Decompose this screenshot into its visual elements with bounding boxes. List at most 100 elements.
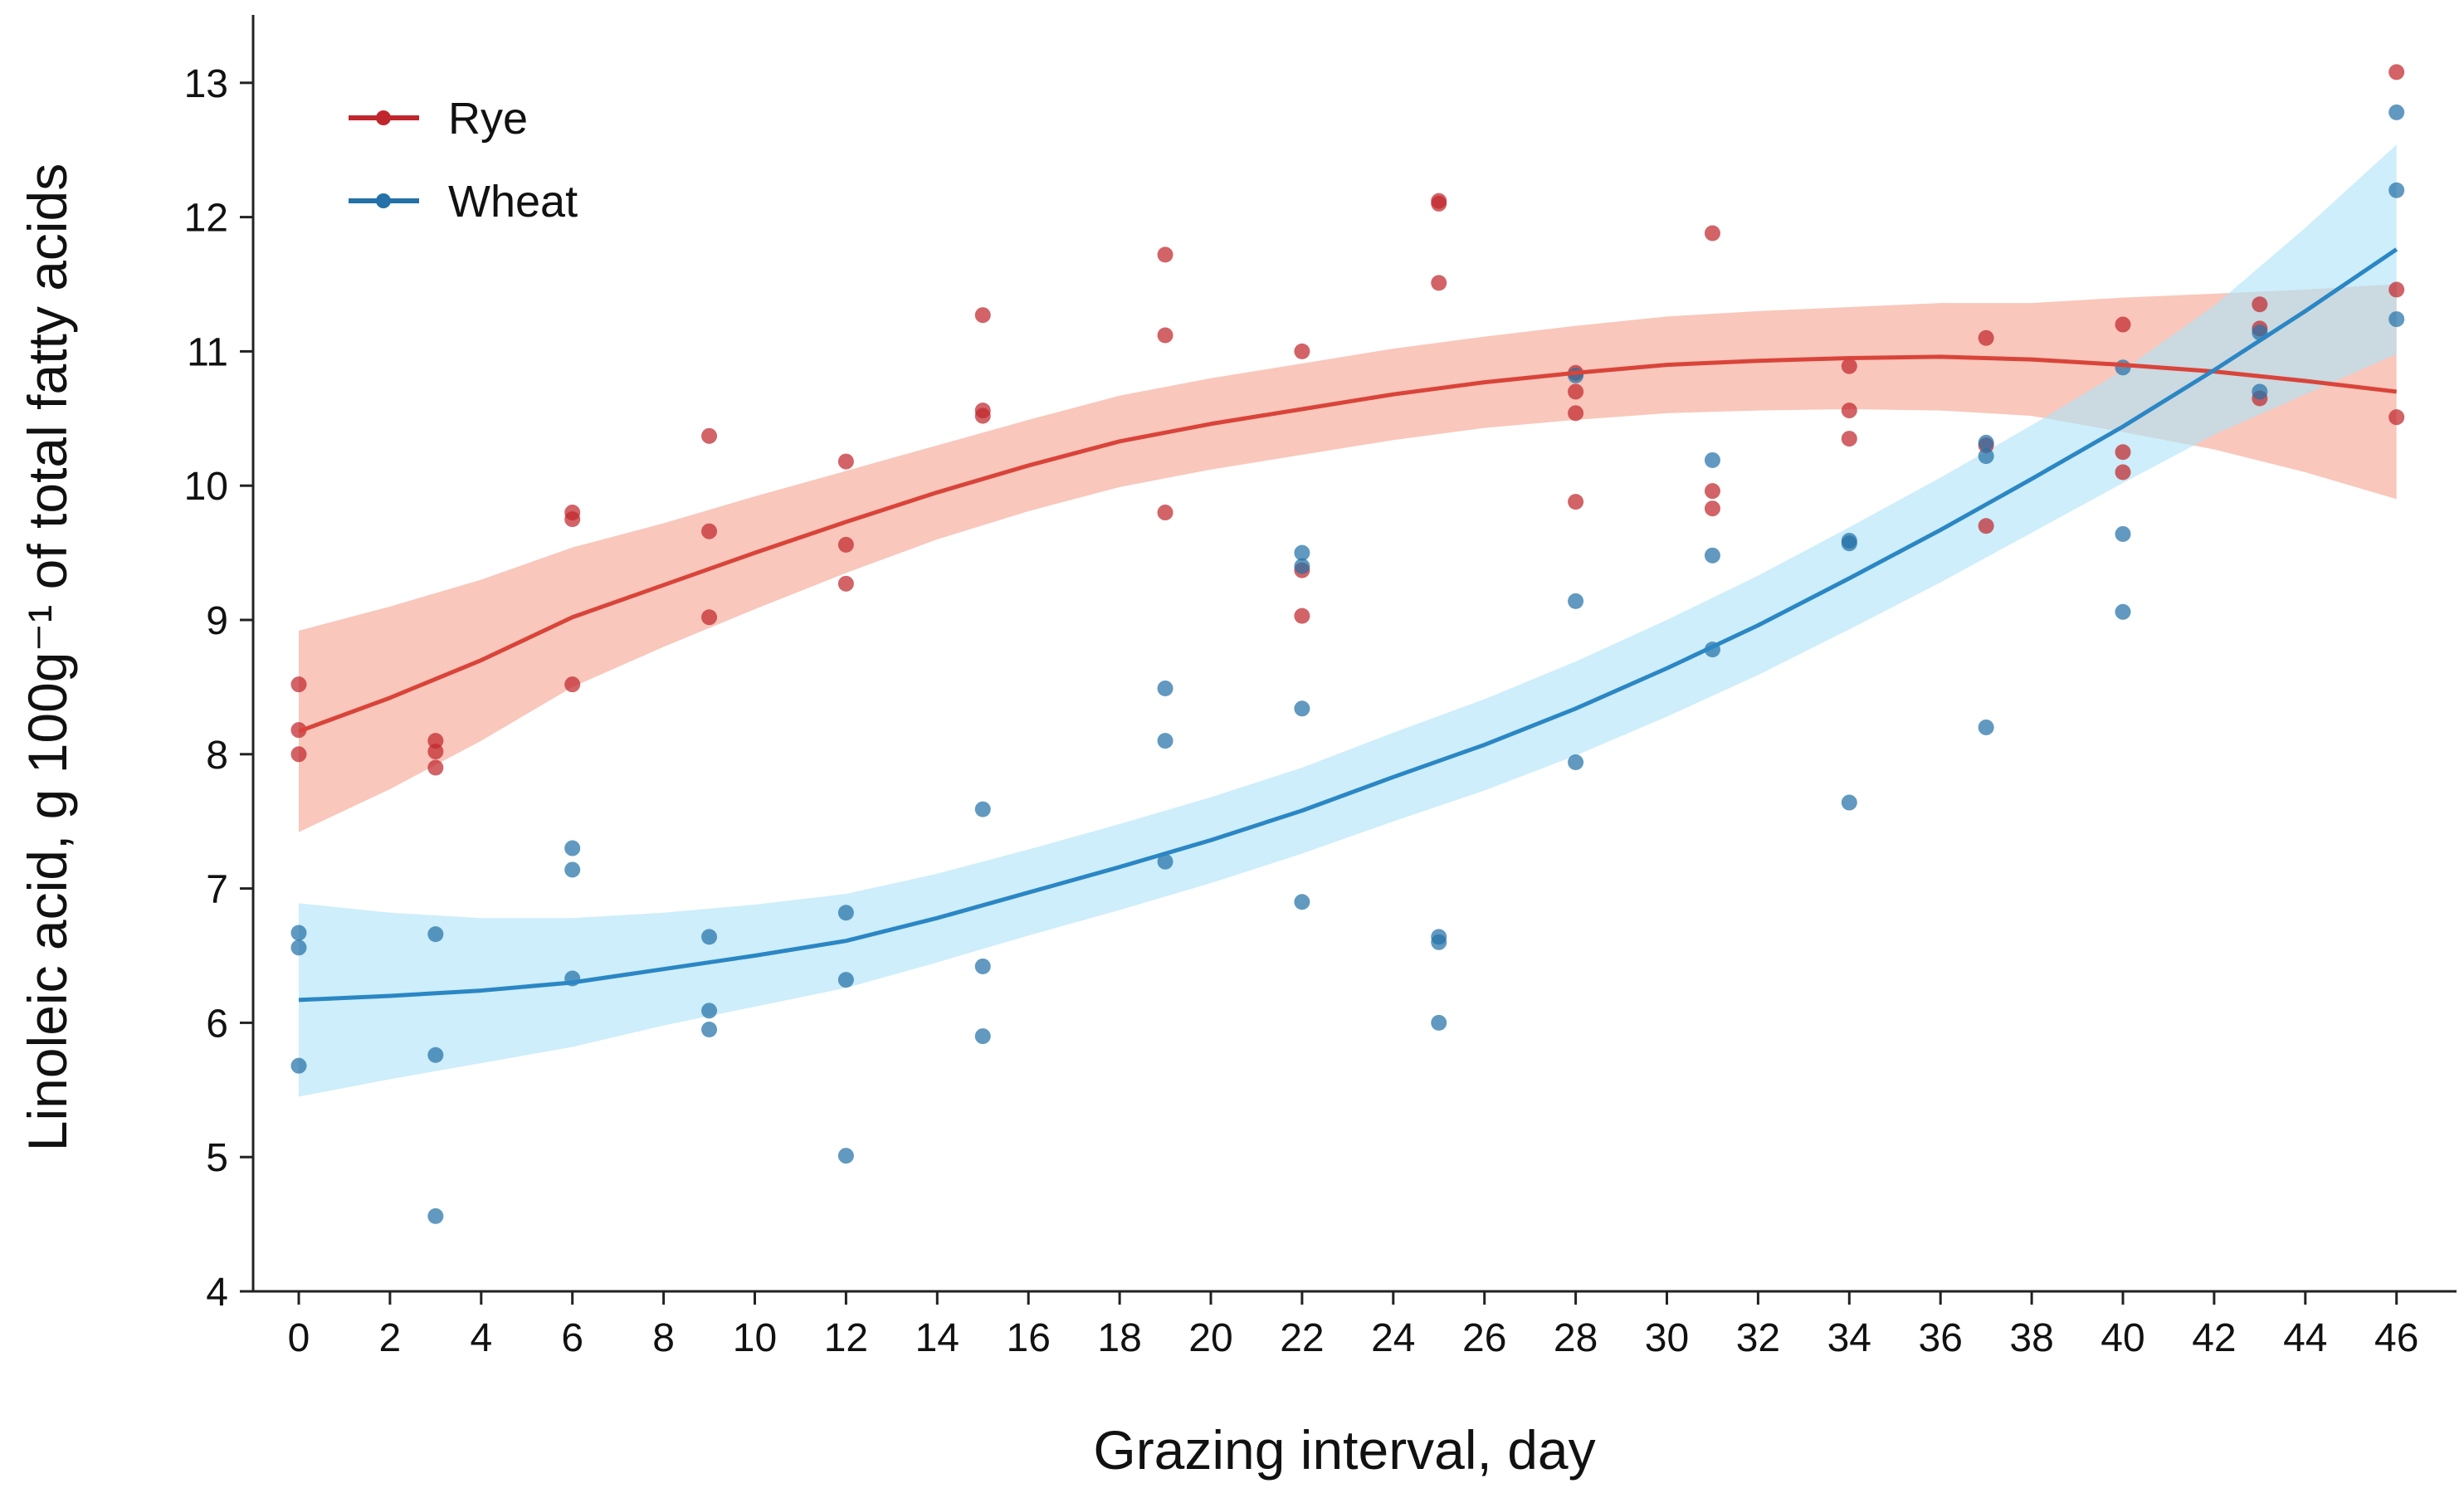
wheat-data-point [2252,383,2268,400]
rye-data-point [564,676,581,693]
wheat-confidence-band [299,144,2397,1097]
rye-data-point [1431,193,1447,209]
rye-data-point [974,307,991,324]
y-tick-label: 13 [184,62,228,106]
axes: 0 2 4 6 8 10 12 14 16 18 20 22 24 26 28 30 32 34 36 38 40 42 4… [184,15,2457,1360]
x-tick-label: 34 [1827,1316,1871,1360]
rye-data-point [837,575,854,592]
legend-label-rye: Rye [448,94,528,144]
rye-data-point [2115,316,2131,333]
rye-confidence-band [299,284,2397,832]
wheat-data-point [427,1208,444,1224]
wheat-data-point [1841,535,1857,552]
wheat-fit-line [298,247,2398,1003]
x-tick-label: 38 [2009,1316,2053,1360]
wheat-data-point [1294,894,1310,910]
y-tick-label: 7 [206,868,228,912]
rye-data-point [1841,431,1857,447]
x-tick-label: 42 [2192,1316,2236,1360]
x-tick-label: 4 [470,1316,492,1360]
x-tick-label: 18 [1097,1316,1141,1360]
x-tick-label: 24 [1371,1316,1415,1360]
rye-data-point [427,759,444,776]
rye-data-point [1157,327,1173,344]
wheat-data-point [701,1003,718,1019]
wheat-data-point [2388,182,2405,198]
x-tick-label: 40 [2100,1316,2144,1360]
legend-marker-rye [376,110,391,125]
rye-data-point [1294,343,1310,359]
rye-data-point [1157,246,1173,263]
x-tick-label: 0 [288,1316,310,1360]
wheat-data-point [1294,558,1310,574]
wheat-data-point [2115,525,2131,542]
rye-data-point [1294,607,1310,624]
rye-fit-line [298,354,2397,734]
y-tick-label: 12 [184,197,228,241]
x-tick-label: 36 [1919,1316,1963,1360]
wheat-data-point [1704,451,1720,468]
wheat-data-point [1568,368,1584,384]
rye-data-point [2388,64,2405,81]
wheat-data-point [290,939,307,956]
rye-data-point [837,453,854,470]
x-axis-title: Grazing interval, day [1093,1419,1595,1481]
wheat-data-point [290,925,307,941]
wheat-data-point [701,1021,718,1037]
y-tick-label: 5 [206,1136,228,1180]
rye-data-point [1704,483,1720,500]
wheat-data-point [427,926,444,943]
rye-data-point [1841,358,1857,374]
wheat-data-point [974,1028,991,1045]
wheat-data-point [1431,1014,1447,1031]
wheat-data-point [837,972,854,988]
y-axis-title: Linoleic acid, g 100g⁻¹ of total fatty a… [17,163,78,1152]
wheat-data-point [1157,733,1173,749]
wheat-data-point [1294,544,1310,561]
x-tick-label: 30 [1645,1316,1689,1360]
rye-data-point [1978,329,1994,346]
legend-item-rye: Rye [349,94,528,144]
rye-data-point [701,523,718,539]
x-tick-label: 20 [1188,1316,1232,1360]
wheat-data-point [837,1148,854,1164]
legend-item-wheat: Wheat [349,177,578,227]
y-tick-label: 10 [184,465,228,509]
x-tick-label: 6 [561,1316,583,1360]
wheat-data-point [2115,603,2131,620]
wheat-data-point [701,929,718,945]
rye-data-point [2115,464,2131,481]
wheat-data-point [1568,593,1584,609]
wheat-data-point [1294,700,1310,717]
x-tick-label: 8 [652,1316,675,1360]
wheat-data-point [974,958,991,974]
rye-data-point [701,609,718,626]
wheat-data-point [974,801,991,817]
rye-data-point [1704,500,1720,517]
wheat-data-point [1157,853,1173,870]
wheat-data-point [290,1057,307,1074]
wheat-data-point [1978,719,1994,735]
x-tick-label: 44 [2283,1316,2327,1360]
rye-data-point [1704,225,1720,242]
wheat-data-point [1978,448,1994,465]
rye-data-point [2252,296,2268,313]
wheat-data-point [1841,794,1857,811]
fit-lines [298,247,2398,1003]
confidence-bands [299,144,2397,1097]
y-tick-label: 11 [187,330,228,374]
rye-data-point [1568,494,1584,510]
x-tick-label: 2 [379,1316,402,1360]
x-ticks: 0 2 4 6 8 10 12 14 16 18 20 22 24 26 28 30 32 34 36 38 40 42 4… [288,1291,2418,1360]
rye-data-point [974,407,991,424]
wheat-data-point [2388,311,2405,328]
rye-data-point [1841,403,1857,419]
y-tick-label: 6 [206,1002,228,1046]
wheat-data-point [1704,547,1720,564]
wheat-data-point [2388,104,2405,120]
x-tick-label: 26 [1462,1316,1506,1360]
rye-data-point [1431,275,1447,291]
y-ticks: 4 5 6 7 8 9 10 11 12 13 [184,62,253,1315]
rye-data-point [2115,444,2131,461]
